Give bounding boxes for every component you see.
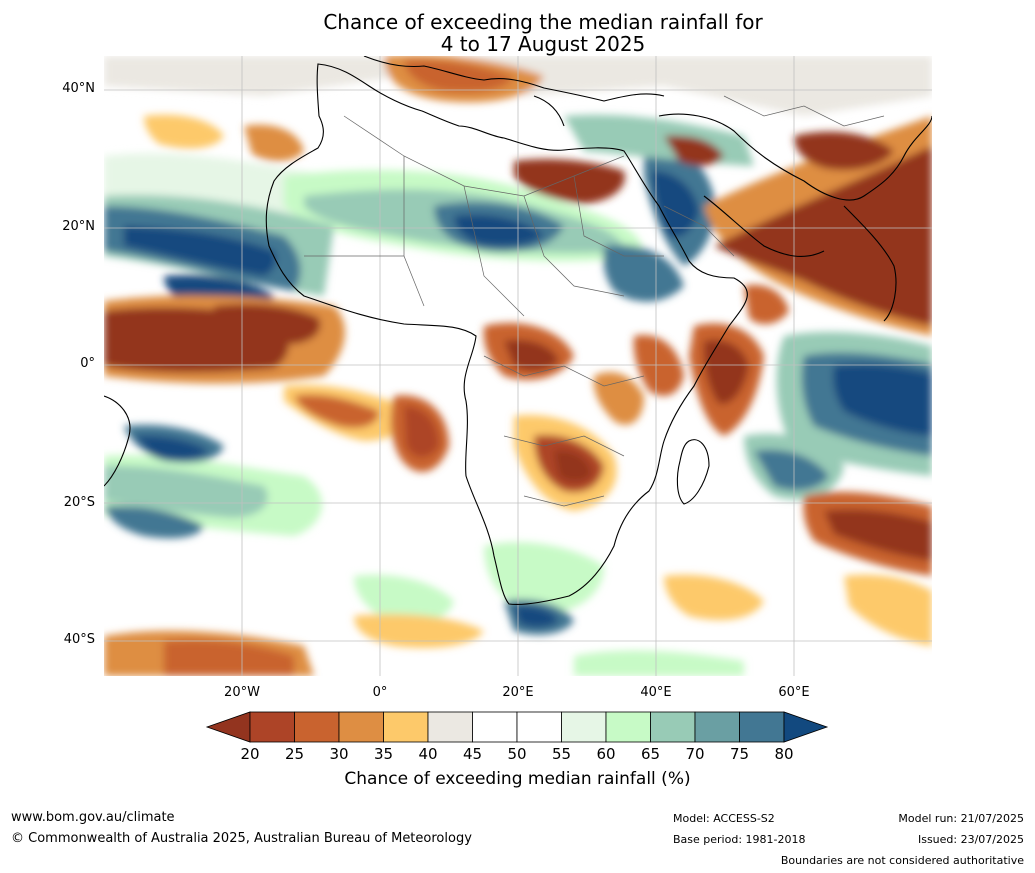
- colorbar-extend-low: [205, 711, 251, 743]
- footer-model-run: Model run: 21/07/2025: [898, 812, 1024, 825]
- footer-base-period: Base period: 1981-2018: [673, 833, 806, 846]
- colorbar-tick-label: 65: [640, 745, 661, 763]
- colorbar-tick-label: 75: [729, 745, 750, 763]
- lon-label-40e: 40°E: [640, 685, 672, 700]
- lat-label-20n: 20°N: [62, 219, 95, 234]
- map-title-line2: 4 to 17 August 2025: [440, 32, 646, 56]
- map-title-line1: Chance of exceeding the median rainfall …: [323, 10, 763, 34]
- colorbar-bin-60-65: [605, 711, 651, 743]
- colorbar-bin-55-60: [561, 711, 607, 743]
- graticule: [104, 56, 932, 676]
- colorbar-bin-25-30: [294, 711, 340, 743]
- colorbar-tick-label: 35: [373, 745, 394, 763]
- colorbar: [205, 711, 829, 743]
- colorbar-tick-label: 50: [507, 745, 527, 763]
- colorbar-bin-20-25: [249, 711, 295, 743]
- country-boundaries: [304, 95, 885, 507]
- colorbar-tick-label: 60: [596, 745, 616, 763]
- colorbar-tick-label: 20: [240, 745, 260, 763]
- lon-label-20w: 20°W: [224, 685, 260, 700]
- lon-label-60e: 60°E: [778, 685, 810, 700]
- colorbar-tick-label: 25: [284, 745, 305, 763]
- colorbar-tick-label: 80: [774, 745, 794, 763]
- colorbar-bin-40-45: [427, 711, 473, 743]
- colorbar-tick-label: 45: [462, 745, 483, 763]
- probability-map: [104, 56, 932, 676]
- lat-label-40s: 40°S: [63, 632, 95, 647]
- colorbar-bin-35-40: [383, 711, 429, 743]
- footer-copyright: © Commonwealth of Australia 2025, Austra…: [11, 831, 472, 846]
- colorbar-bin-65-70: [650, 711, 696, 743]
- lat-label-0: 0°: [80, 356, 95, 371]
- footer-issued: Issued: 23/07/2025: [917, 833, 1024, 846]
- colorbar-bin-50-55: [516, 711, 562, 743]
- colorbar-tick-label: 55: [551, 745, 572, 763]
- colorbar-tick-label: 30: [329, 745, 349, 763]
- lat-label-20s: 20°S: [63, 495, 95, 510]
- colorbar-bin-75-80: [739, 711, 785, 743]
- map-svg: [104, 56, 932, 676]
- footer-model: Model: ACCESS-S2: [673, 812, 775, 825]
- lat-label-40n: 40°N: [62, 81, 95, 96]
- coastlines: [104, 56, 932, 605]
- colorbar-bin-30-35: [338, 711, 384, 743]
- colorbar-bin-70-75: [694, 711, 740, 743]
- colorbar-tick-label: 40: [418, 745, 438, 763]
- lon-label-0: 0°: [372, 685, 388, 700]
- footer-website: www.bom.gov.au/climate: [11, 810, 175, 825]
- colorbar-tick-label: 70: [685, 745, 705, 763]
- colorbar-bin-45-50: [472, 711, 518, 743]
- lon-label-20e: 20°E: [502, 685, 534, 700]
- probability-field: [104, 56, 932, 676]
- colorbar-extend-high: [783, 711, 829, 743]
- colorbar-title: Chance of exceeding median rainfall (%): [344, 769, 691, 789]
- footer-disclaimer: Boundaries are not considered authoritat…: [780, 854, 1024, 867]
